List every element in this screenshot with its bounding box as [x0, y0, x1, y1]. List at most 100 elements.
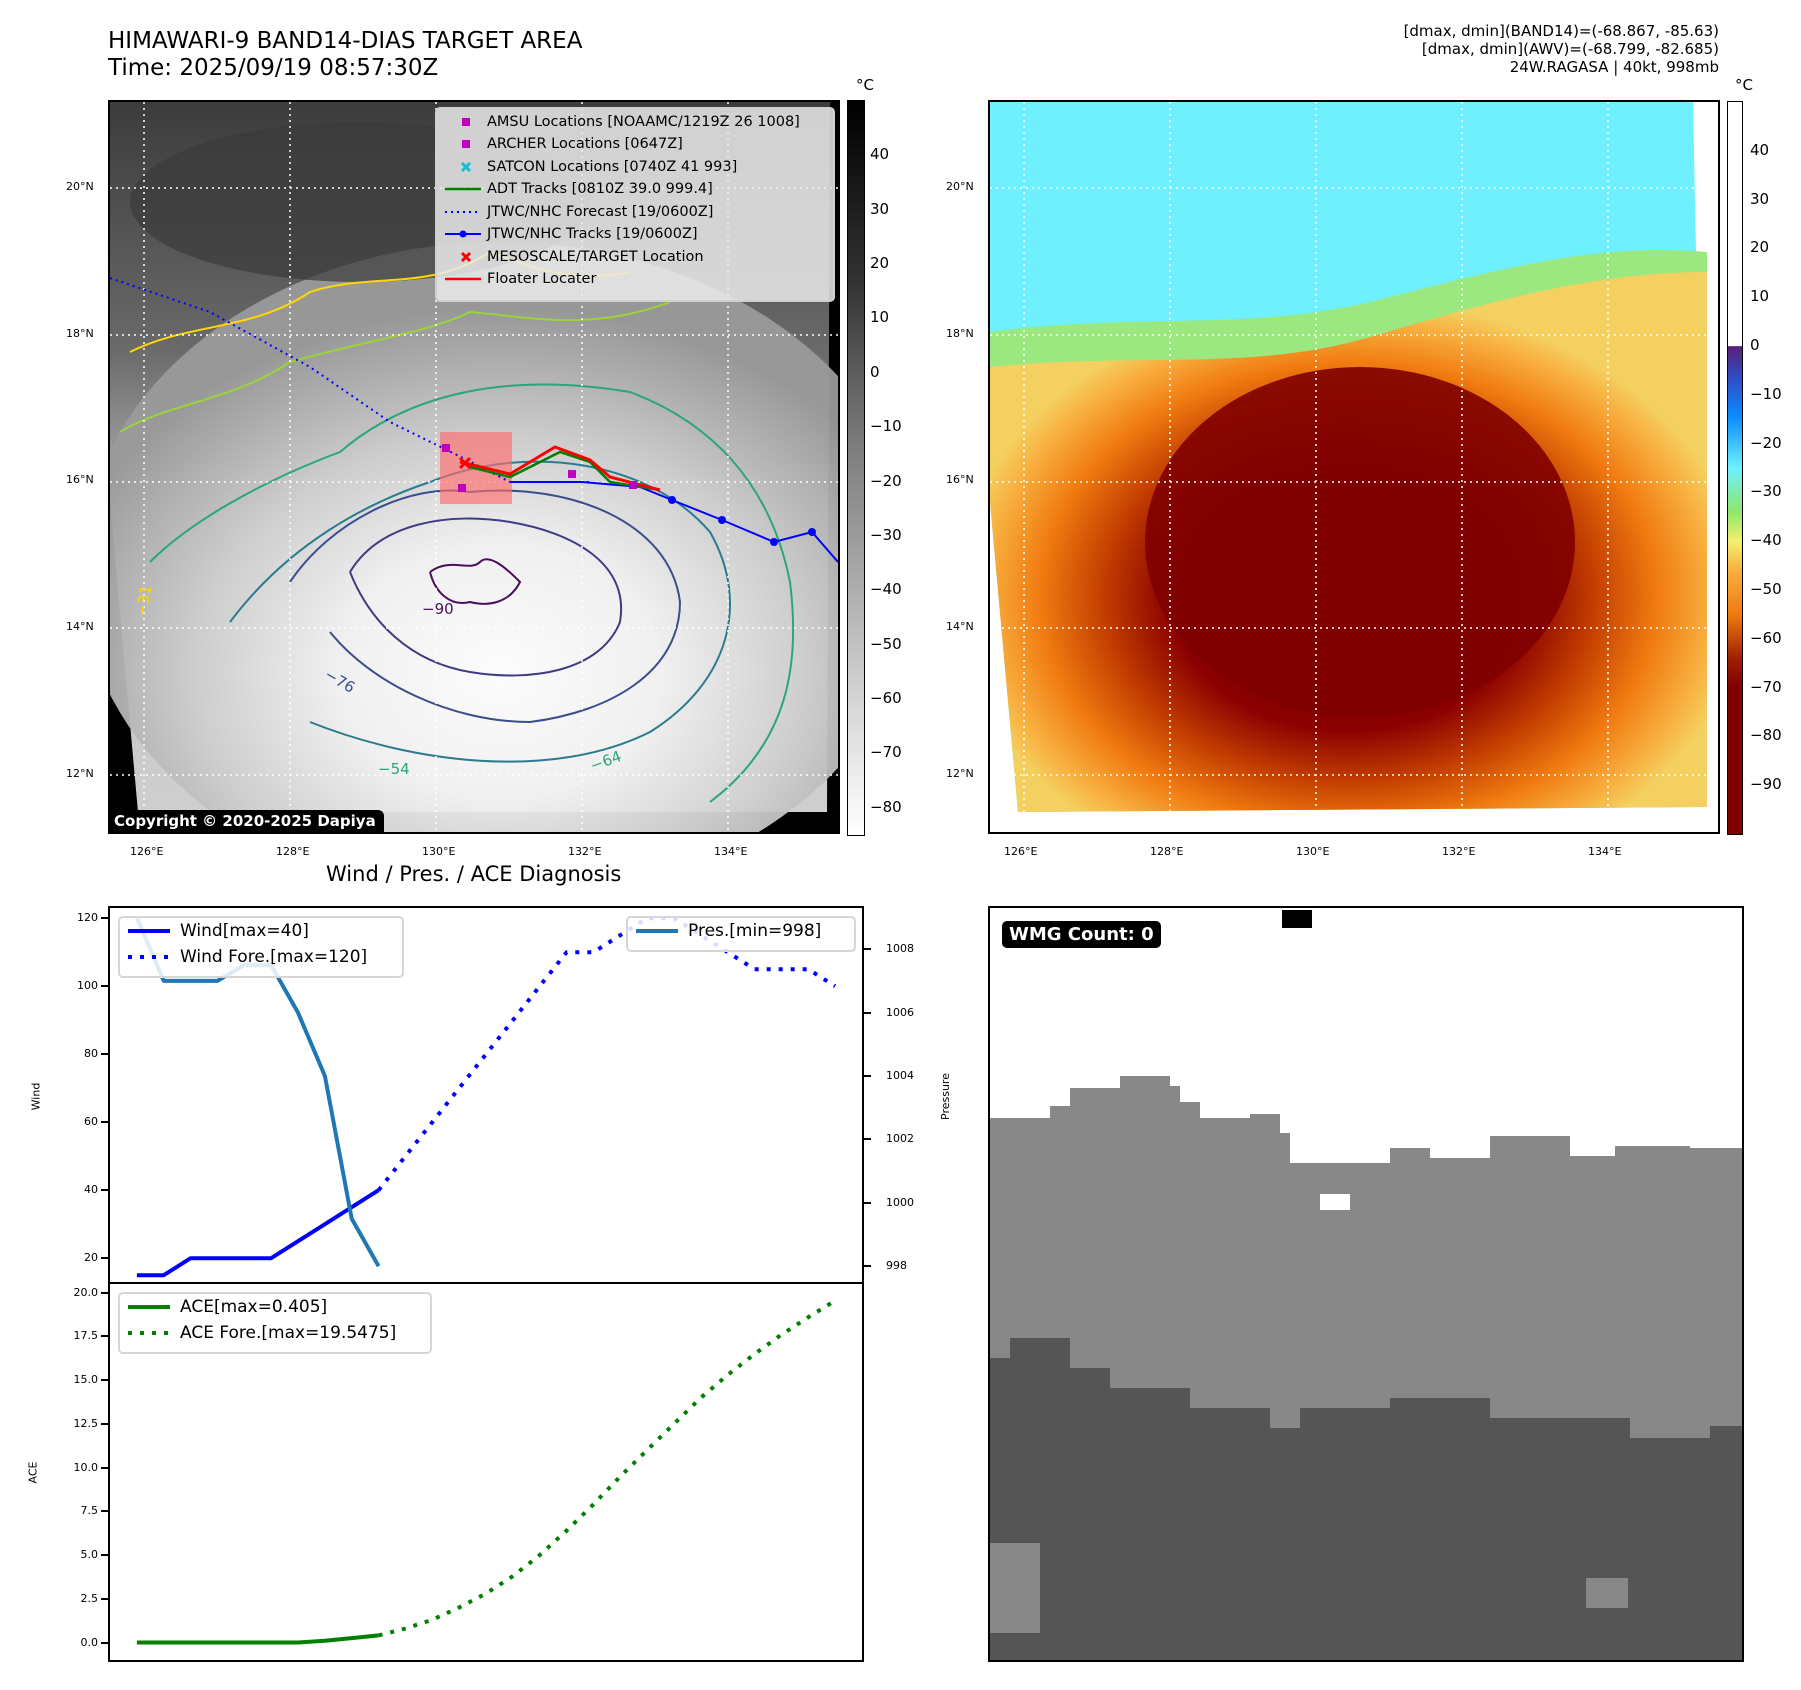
y-tick-label: 20.0 — [73, 1285, 99, 1299]
lon-tick: 132°E — [568, 845, 602, 858]
adt-track — [469, 450, 661, 492]
lon-tick: 134°E — [714, 845, 748, 858]
contour-purple — [429, 558, 522, 605]
lon-tick: 128°E — [1150, 845, 1184, 858]
colorbar-tick-label: 30 — [870, 199, 890, 218]
y-tick-label: 0.0 — [80, 1635, 99, 1649]
y-tick-label: 80 — [84, 1047, 98, 1061]
y-tick-label: 1006 — [886, 1005, 914, 1019]
map-gridlines — [990, 102, 1718, 832]
map-legend: AMSU Locations [NOAAMC/1219Z 26 1008] AR… — [435, 107, 835, 302]
wmg-black-cell — [1282, 910, 1312, 928]
y-tick-label: 998 — [886, 1259, 907, 1273]
y-tick-mark — [101, 1335, 108, 1338]
dotted-line-icon — [126, 944, 172, 970]
y-tick-label: 1008 — [886, 942, 914, 956]
lat-tick: 16°N — [946, 473, 974, 486]
copyright-label: Copyright © 2020-2025 Dapiya — [110, 810, 384, 832]
lat-tick: 12°N — [66, 767, 94, 780]
wmg-canvas — [990, 910, 1742, 1660]
y-tick-mark — [864, 1011, 871, 1014]
y-tick-mark — [864, 1265, 871, 1268]
contour-green — [149, 383, 795, 803]
line-icon — [126, 918, 172, 944]
y-tick-mark — [101, 985, 108, 988]
colorbar-tick-label: 40 — [870, 145, 890, 164]
jtwc-track-points — [668, 496, 816, 546]
archer-location — [442, 444, 450, 452]
legend-item-ace: ACE[max=0.405] — [120, 1294, 430, 1320]
lon-tick: 126°E — [1004, 845, 1038, 858]
wmg-gray-patch — [1586, 1578, 1628, 1608]
y-tick-mark — [864, 948, 871, 951]
square-marker-icon — [445, 133, 487, 155]
enhanced-ir-map-panel — [988, 100, 1720, 834]
colorbar-tick-label: −10 — [870, 417, 902, 436]
y-tick-label: 12.5 — [73, 1416, 99, 1430]
colorbar-tick-label: 20 — [1750, 238, 1770, 257]
legend-item-ace-forecast: ACE Fore.[max=19.5475] — [120, 1320, 430, 1346]
colorbar-tick-label: −80 — [870, 797, 902, 816]
archer-location — [458, 484, 466, 492]
cloud-shield — [110, 242, 838, 832]
series-line-ace — [136, 1633, 379, 1645]
enhanced-map-canvas — [990, 102, 1718, 832]
ace-axis-label: ACE — [26, 1461, 40, 1484]
colorbar-unit: °C — [856, 76, 874, 94]
y-tick-label: 40 — [84, 1183, 98, 1197]
colorbar-tick-label: 10 — [1750, 287, 1770, 306]
line-icon — [445, 268, 487, 290]
awv-range: [dmax, dmin](AWV)=(-68.799, -82.685) — [1421, 40, 1719, 58]
y-tick-mark — [864, 1138, 871, 1141]
y-tick-label: 1000 — [886, 1195, 914, 1209]
lon-tick: 126°E — [130, 845, 164, 858]
series-line-wind-fore — [377, 916, 837, 1192]
colorbar-tick-label: 0 — [1750, 336, 1760, 354]
line-icon — [126, 1294, 172, 1320]
y-tick-mark — [864, 1074, 871, 1077]
contour-light-green — [119, 301, 671, 433]
ir-map-panel: −90 −76 −64 −54 −31 AMSU Locations [NOAA… — [108, 100, 840, 834]
wind-pressure-plot: Wind[max=40] Wind Fore.[max=120] Pres.[m… — [108, 906, 864, 1284]
y-tick-mark — [101, 1641, 108, 1644]
diagnosis-title: Wind / Pres. / ACE Diagnosis — [326, 862, 622, 886]
y-tick-label: 20 — [84, 1251, 98, 1265]
colorbar-tick-label: −50 — [1750, 580, 1782, 598]
y-tick-mark — [101, 1291, 108, 1294]
y-tick-mark — [864, 1201, 871, 1204]
enhanced-colorbar — [1727, 101, 1743, 835]
colorbar-tick-label: 30 — [1750, 189, 1770, 208]
y-tick-label: 15.0 — [73, 1373, 99, 1387]
colorbar-tick-label: −70 — [1750, 677, 1782, 696]
y-tick-label: 2.5 — [80, 1591, 99, 1605]
wind-legend: Wind[max=40] Wind Fore.[max=120] — [118, 916, 404, 978]
contour-indigo — [349, 517, 623, 677]
ace-legend: ACE[max=0.405] ACE Fore.[max=19.5475] — [118, 1292, 432, 1354]
line-icon — [445, 178, 487, 200]
colorbar-tick-label: 40 — [1750, 140, 1770, 159]
lat-tick: 16°N — [66, 473, 94, 486]
y-tick-mark — [101, 1053, 108, 1056]
y-tick-mark — [101, 917, 108, 920]
wind-axis-label: Wind — [29, 1082, 43, 1111]
line-dot-icon — [445, 223, 487, 245]
square-marker-icon — [445, 111, 487, 133]
wmg-gray-patch — [990, 1543, 1040, 1633]
y-tick-label: 7.5 — [80, 1504, 99, 1518]
colorbar-tick-label: −70 — [870, 743, 902, 762]
lat-tick: 12°N — [946, 767, 974, 780]
colorbar-tick-label: −30 — [1750, 482, 1782, 501]
colorbar-tick-label: 10 — [870, 308, 890, 327]
lon-tick: 134°E — [1588, 845, 1622, 858]
x-marker-icon — [445, 246, 487, 268]
contour-navy — [289, 489, 682, 724]
legend-item-wind: Wind[max=40] — [120, 918, 402, 944]
cold-cloud-top — [1145, 367, 1575, 717]
y-tick-mark — [101, 1121, 108, 1124]
colorbar-tick-label: 20 — [870, 254, 890, 273]
lon-tick: 132°E — [1442, 845, 1476, 858]
storm-id: 24W.RAGASA | 40kt, 998mb — [1509, 58, 1719, 76]
colorbar-tick-label: −20 — [870, 471, 902, 490]
wmg-panel — [988, 906, 1744, 1662]
contour-lines — [119, 250, 795, 803]
